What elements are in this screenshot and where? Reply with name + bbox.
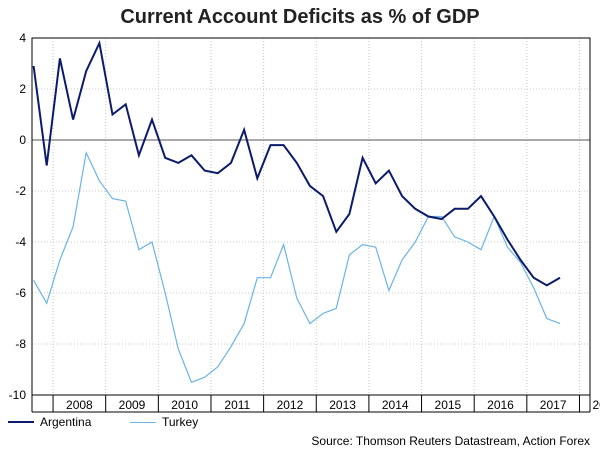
source-note: Source: Thomson Reuters Datastream, Acti… — [311, 434, 590, 448]
y-tick-label: -8 — [15, 337, 26, 351]
x-tick-label: 2008 — [66, 398, 93, 412]
x-tick-label: 2010 — [171, 398, 198, 412]
x-tick-label: 2016 — [487, 398, 514, 412]
y-tick-label: 2 — [19, 82, 26, 96]
legend-label-argentina: Argentina — [40, 415, 92, 429]
y-tick-label: -10 — [9, 388, 27, 402]
y-tick-label: 4 — [19, 31, 26, 45]
series-line-argentina — [32, 39, 561, 287]
y-tick-label: -2 — [15, 184, 26, 198]
series-line-turkey — [33, 150, 561, 384]
plot-frame — [31, 37, 591, 396]
legend-swatch-argentina — [8, 421, 34, 423]
x-tick-label: 2009 — [119, 398, 146, 412]
x-tick-label: 2012 — [277, 398, 304, 412]
x-tick-label: 2015 — [435, 398, 462, 412]
x-tick-label: 2017 — [540, 398, 567, 412]
x-tick-label: 2014 — [382, 398, 409, 412]
x-tick-label: 2018 — [592, 398, 600, 412]
y-tick-label: -6 — [15, 286, 26, 300]
legend-item-turkey: Turkey — [130, 415, 198, 429]
x-tick-label: 2011 — [224, 398, 250, 412]
y-tick-label: -4 — [15, 235, 26, 249]
y-tick-label: 0 — [19, 133, 26, 147]
legend-label-turkey: Turkey — [162, 415, 199, 429]
chart-title: Current Account Deficits as % of GDP — [120, 6, 480, 28]
x-tick-label: 2013 — [329, 398, 356, 412]
legend-swatch-turkey — [130, 421, 156, 423]
legend-item-argentina: Argentina — [8, 415, 91, 429]
